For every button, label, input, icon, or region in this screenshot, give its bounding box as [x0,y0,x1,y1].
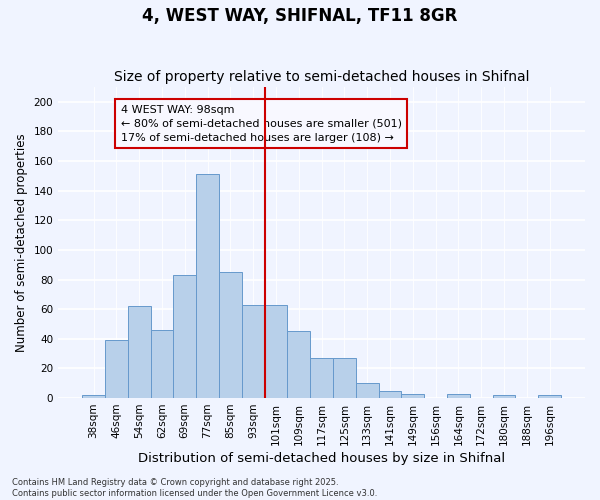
Bar [310,358,333,398]
Bar [356,384,379,398]
Bar [151,330,173,398]
Bar [196,174,219,398]
Text: 4 WEST WAY: 98sqm
← 80% of semi-detached houses are smaller (501)
17% of semi-de: 4 WEST WAY: 98sqm ← 80% of semi-detached… [121,105,402,143]
Title: Size of property relative to semi-detached houses in Shifnal: Size of property relative to semi-detach… [114,70,529,85]
Text: 4, WEST WAY, SHIFNAL, TF11 8GR: 4, WEST WAY, SHIFNAL, TF11 8GR [142,8,458,26]
Bar [82,395,105,398]
Bar [447,394,470,398]
Bar [538,395,561,398]
Bar [219,272,242,398]
Bar [105,340,128,398]
Bar [333,358,356,398]
Bar [242,305,265,398]
X-axis label: Distribution of semi-detached houses by size in Shifnal: Distribution of semi-detached houses by … [138,452,505,465]
Bar [265,305,287,398]
Bar [493,395,515,398]
Bar [128,306,151,398]
Bar [287,332,310,398]
Bar [379,390,401,398]
Y-axis label: Number of semi-detached properties: Number of semi-detached properties [15,133,28,352]
Bar [401,394,424,398]
Text: Contains HM Land Registry data © Crown copyright and database right 2025.
Contai: Contains HM Land Registry data © Crown c… [12,478,377,498]
Bar [173,275,196,398]
